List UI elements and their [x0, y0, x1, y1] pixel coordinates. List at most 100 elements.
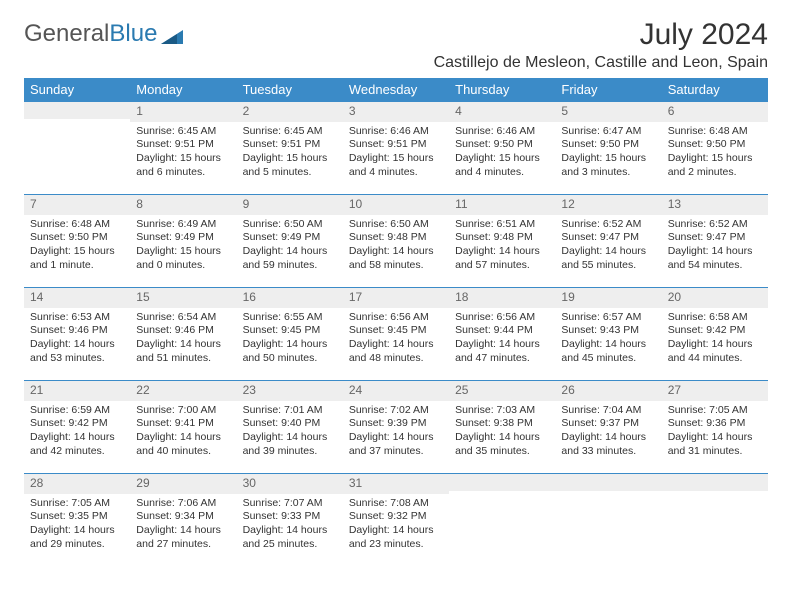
- day-number: 3: [343, 101, 449, 122]
- sunrise-text: Sunrise: 6:56 AM: [455, 311, 549, 325]
- day-number: 9: [237, 194, 343, 215]
- day-content: Sunrise: 6:49 AMSunset: 9:49 PMDaylight:…: [130, 215, 236, 277]
- sunrise-text: Sunrise: 7:06 AM: [136, 497, 230, 511]
- sunrise-text: Sunrise: 6:48 AM: [668, 125, 762, 139]
- calendar-day-cell: 9Sunrise: 6:50 AMSunset: 9:49 PMDaylight…: [237, 194, 343, 287]
- daylight-text: Daylight: 14 hours and 27 minutes.: [136, 524, 230, 551]
- sunset-text: Sunset: 9:48 PM: [455, 231, 549, 245]
- sunset-text: Sunset: 9:42 PM: [668, 324, 762, 338]
- daylight-text: Daylight: 14 hours and 31 minutes.: [668, 431, 762, 458]
- month-title: July 2024: [434, 18, 768, 52]
- calendar-day-cell: 14Sunrise: 6:53 AMSunset: 9:46 PMDayligh…: [24, 287, 130, 380]
- sunrise-text: Sunrise: 6:45 AM: [243, 125, 337, 139]
- daylight-text: Daylight: 15 hours and 0 minutes.: [136, 245, 230, 272]
- sunset-text: Sunset: 9:49 PM: [136, 231, 230, 245]
- page-header: GeneralBlue July 2024 Castillejo de Mesl…: [24, 18, 768, 72]
- sunset-text: Sunset: 9:46 PM: [30, 324, 124, 338]
- daylight-text: Daylight: 15 hours and 2 minutes.: [668, 152, 762, 179]
- weekday-header: Thursday: [449, 78, 555, 101]
- sunrise-text: Sunrise: 6:46 AM: [455, 125, 549, 139]
- day-content: Sunrise: 6:54 AMSunset: 9:46 PMDaylight:…: [130, 308, 236, 370]
- sunset-text: Sunset: 9:49 PM: [243, 231, 337, 245]
- calendar-day-cell: 27Sunrise: 7:05 AMSunset: 9:36 PMDayligh…: [662, 380, 768, 473]
- day-number: 11: [449, 194, 555, 215]
- calendar-week-row: 14Sunrise: 6:53 AMSunset: 9:46 PMDayligh…: [24, 287, 768, 380]
- day-content: Sunrise: 6:48 AMSunset: 9:50 PMDaylight:…: [662, 122, 768, 184]
- calendar-day-cell: 11Sunrise: 6:51 AMSunset: 9:48 PMDayligh…: [449, 194, 555, 287]
- calendar-page: GeneralBlue July 2024 Castillejo de Mesl…: [0, 0, 792, 576]
- daylight-text: Daylight: 15 hours and 4 minutes.: [349, 152, 443, 179]
- day-content: Sunrise: 6:58 AMSunset: 9:42 PMDaylight:…: [662, 308, 768, 370]
- day-content: Sunrise: 7:02 AMSunset: 9:39 PMDaylight:…: [343, 401, 449, 463]
- calendar-day-cell: 26Sunrise: 7:04 AMSunset: 9:37 PMDayligh…: [555, 380, 661, 473]
- sunset-text: Sunset: 9:42 PM: [30, 417, 124, 431]
- day-number: [555, 473, 661, 491]
- sunset-text: Sunset: 9:48 PM: [349, 231, 443, 245]
- day-content: Sunrise: 7:04 AMSunset: 9:37 PMDaylight:…: [555, 401, 661, 463]
- daylight-text: Daylight: 14 hours and 37 minutes.: [349, 431, 443, 458]
- calendar-day-cell: 15Sunrise: 6:54 AMSunset: 9:46 PMDayligh…: [130, 287, 236, 380]
- day-content: Sunrise: 6:55 AMSunset: 9:45 PMDaylight:…: [237, 308, 343, 370]
- day-content: Sunrise: 6:52 AMSunset: 9:47 PMDaylight:…: [555, 215, 661, 277]
- calendar-day-cell: 12Sunrise: 6:52 AMSunset: 9:47 PMDayligh…: [555, 194, 661, 287]
- day-number: 12: [555, 194, 661, 215]
- sunset-text: Sunset: 9:39 PM: [349, 417, 443, 431]
- day-content: Sunrise: 6:46 AMSunset: 9:51 PMDaylight:…: [343, 122, 449, 184]
- sunrise-text: Sunrise: 6:48 AM: [30, 218, 124, 232]
- day-content: Sunrise: 6:45 AMSunset: 9:51 PMDaylight:…: [237, 122, 343, 184]
- sunset-text: Sunset: 9:51 PM: [349, 138, 443, 152]
- weekday-header: Friday: [555, 78, 661, 101]
- day-content: Sunrise: 6:47 AMSunset: 9:50 PMDaylight:…: [555, 122, 661, 184]
- daylight-text: Daylight: 14 hours and 35 minutes.: [455, 431, 549, 458]
- weekday-header: Monday: [130, 78, 236, 101]
- sunset-text: Sunset: 9:50 PM: [30, 231, 124, 245]
- sunset-text: Sunset: 9:51 PM: [243, 138, 337, 152]
- sunset-text: Sunset: 9:50 PM: [561, 138, 655, 152]
- day-number: 5: [555, 101, 661, 122]
- sunset-text: Sunset: 9:38 PM: [455, 417, 549, 431]
- calendar-day-cell: 20Sunrise: 6:58 AMSunset: 9:42 PMDayligh…: [662, 287, 768, 380]
- daylight-text: Daylight: 14 hours and 57 minutes.: [455, 245, 549, 272]
- calendar-day-cell: 30Sunrise: 7:07 AMSunset: 9:33 PMDayligh…: [237, 473, 343, 566]
- daylight-text: Daylight: 14 hours and 39 minutes.: [243, 431, 337, 458]
- day-number: 18: [449, 287, 555, 308]
- sunrise-text: Sunrise: 6:51 AM: [455, 218, 549, 232]
- daylight-text: Daylight: 14 hours and 59 minutes.: [243, 245, 337, 272]
- daylight-text: Daylight: 14 hours and 29 minutes.: [30, 524, 124, 551]
- calendar-day-cell: 4Sunrise: 6:46 AMSunset: 9:50 PMDaylight…: [449, 101, 555, 194]
- sunset-text: Sunset: 9:33 PM: [243, 510, 337, 524]
- sunrise-text: Sunrise: 6:49 AM: [136, 218, 230, 232]
- calendar-day-cell: 21Sunrise: 6:59 AMSunset: 9:42 PMDayligh…: [24, 380, 130, 473]
- day-number: 27: [662, 380, 768, 401]
- day-number: 16: [237, 287, 343, 308]
- sunrise-text: Sunrise: 7:08 AM: [349, 497, 443, 511]
- calendar-day-cell: 10Sunrise: 6:50 AMSunset: 9:48 PMDayligh…: [343, 194, 449, 287]
- calendar-day-cell: [24, 101, 130, 194]
- calendar-day-cell: 6Sunrise: 6:48 AMSunset: 9:50 PMDaylight…: [662, 101, 768, 194]
- logo-triangle-icon: [161, 30, 183, 44]
- day-content: Sunrise: 6:46 AMSunset: 9:50 PMDaylight:…: [449, 122, 555, 184]
- sunset-text: Sunset: 9:50 PM: [668, 138, 762, 152]
- daylight-text: Daylight: 14 hours and 50 minutes.: [243, 338, 337, 365]
- day-content: Sunrise: 6:48 AMSunset: 9:50 PMDaylight:…: [24, 215, 130, 277]
- day-content: Sunrise: 7:03 AMSunset: 9:38 PMDaylight:…: [449, 401, 555, 463]
- sunset-text: Sunset: 9:36 PM: [668, 417, 762, 431]
- sunset-text: Sunset: 9:32 PM: [349, 510, 443, 524]
- daylight-text: Daylight: 15 hours and 3 minutes.: [561, 152, 655, 179]
- calendar-day-cell: 2Sunrise: 6:45 AMSunset: 9:51 PMDaylight…: [237, 101, 343, 194]
- day-content: Sunrise: 6:51 AMSunset: 9:48 PMDaylight:…: [449, 215, 555, 277]
- daylight-text: Daylight: 15 hours and 4 minutes.: [455, 152, 549, 179]
- sunrise-text: Sunrise: 7:05 AM: [30, 497, 124, 511]
- calendar-table: Sunday Monday Tuesday Wednesday Thursday…: [24, 78, 768, 566]
- calendar-week-row: 1Sunrise: 6:45 AMSunset: 9:51 PMDaylight…: [24, 101, 768, 194]
- day-number: 15: [130, 287, 236, 308]
- day-number: 1: [130, 101, 236, 122]
- day-content: Sunrise: 7:01 AMSunset: 9:40 PMDaylight:…: [237, 401, 343, 463]
- sunrise-text: Sunrise: 6:55 AM: [243, 311, 337, 325]
- weekday-header: Sunday: [24, 78, 130, 101]
- calendar-day-cell: 8Sunrise: 6:49 AMSunset: 9:49 PMDaylight…: [130, 194, 236, 287]
- weekday-header: Saturday: [662, 78, 768, 101]
- day-content: Sunrise: 6:56 AMSunset: 9:45 PMDaylight:…: [343, 308, 449, 370]
- calendar-day-cell: 24Sunrise: 7:02 AMSunset: 9:39 PMDayligh…: [343, 380, 449, 473]
- day-content: Sunrise: 6:45 AMSunset: 9:51 PMDaylight:…: [130, 122, 236, 184]
